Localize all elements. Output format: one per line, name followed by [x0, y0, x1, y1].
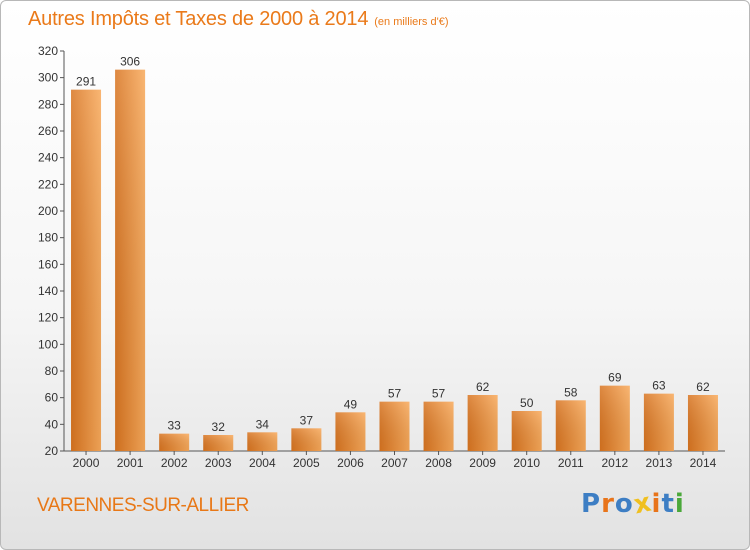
y-tick-label: 260	[38, 124, 58, 138]
y-tick-label: 200	[38, 204, 58, 218]
x-tick-label: 2011	[558, 456, 584, 470]
x-tick-label: 2012	[601, 456, 628, 470]
bar-shade	[687, 395, 718, 451]
y-tick-label: 140	[38, 284, 58, 298]
bar-2013: 63	[643, 379, 674, 451]
bar-shade	[511, 411, 542, 451]
bar-shade	[599, 385, 630, 451]
bar-2011: 58	[555, 385, 586, 451]
bar-shade	[115, 69, 146, 452]
y-tick-label: 240	[38, 151, 58, 165]
bar-2007: 57	[379, 387, 410, 451]
y-tick-label: 180	[38, 231, 58, 245]
bar-2003: 32	[203, 420, 234, 451]
x-tick-label: 2008	[425, 456, 452, 470]
logo-letter: t	[661, 489, 675, 519]
y-tick-label: 160	[38, 257, 58, 271]
bar-shade	[71, 89, 102, 452]
commune-name: VARENNES-SUR-ALLIER	[37, 495, 249, 516]
bar-value-label: 69	[608, 371, 622, 385]
bar-2002: 33	[159, 419, 190, 451]
bar-value-label: 34	[256, 417, 270, 431]
y-tick-label: 40	[45, 417, 59, 431]
bar-2009: 62	[467, 380, 498, 451]
bar-value-label: 58	[564, 385, 578, 399]
x-tick-label: 2010	[513, 456, 540, 470]
x-tick-label: 2007	[381, 456, 408, 470]
bar-shade	[555, 400, 586, 451]
y-tick-label: 20	[45, 444, 59, 458]
x-tick-label: 2006	[337, 456, 364, 470]
logo-letter: P	[581, 489, 602, 519]
logo-letter: i	[651, 489, 662, 519]
bar-2012: 69	[599, 371, 630, 451]
x-tick-label: 2013	[646, 456, 673, 470]
chart-title: Autres Impôts et Taxes de 2000 à 2014	[28, 8, 369, 30]
bar-2010: 50	[511, 396, 542, 451]
bar-shade	[159, 433, 190, 451]
x-tick-label: 2005	[293, 456, 320, 470]
x-tick-label: 2001	[117, 456, 144, 470]
bar-value-label: 37	[300, 413, 314, 427]
x-tick-label: 2004	[249, 456, 276, 470]
bar-2001: 306	[115, 55, 146, 452]
y-tick-label: 300	[38, 71, 58, 85]
y-tick-label: 280	[38, 97, 58, 111]
bar-value-label: 291	[76, 75, 96, 89]
x-tick-label: 2014	[690, 456, 717, 470]
bar-value-label: 63	[652, 379, 666, 393]
bar-shade	[379, 401, 410, 451]
y-tick-label: 80	[45, 364, 59, 378]
bar-value-label: 306	[120, 55, 140, 69]
proxiti-logo: Proxiti	[581, 487, 685, 520]
y-tick-label: 120	[38, 311, 58, 325]
y-tick-label: 60	[45, 391, 59, 405]
bar-value-label: 62	[476, 380, 490, 394]
bar-shade	[291, 428, 322, 451]
bar-value-label: 33	[167, 419, 181, 433]
bar-2014: 62	[687, 380, 718, 451]
x-tick-label: 2002	[161, 456, 188, 470]
logo-letter: o	[614, 489, 634, 519]
bar-2005: 37	[291, 413, 322, 451]
x-tick-label: 2009	[469, 456, 496, 470]
bar-shade	[423, 401, 454, 451]
x-tick-label: 2000	[73, 456, 100, 470]
chart-title-block: Autres Impôts et Taxes de 2000 à 2014 (en…	[28, 8, 448, 31]
bar-series: 291 306 33 32 34 37 49 57 57 62 50 58 69 63 62	[71, 55, 718, 452]
chart-unit-label: (en milliers d'€)	[374, 16, 449, 28]
bar-value-label: 49	[344, 397, 358, 411]
y-tick-label: 220	[38, 177, 58, 191]
bar-shade	[335, 412, 366, 451]
logo-letter: r	[601, 489, 615, 519]
bar-shade	[247, 432, 278, 451]
bar-shade	[467, 395, 498, 451]
x-tick-label: 2003	[205, 456, 232, 470]
bar-shade	[203, 435, 234, 451]
bar-value-label: 32	[212, 420, 226, 434]
y-tick-label: 100	[38, 337, 58, 351]
bar-value-label: 50	[520, 396, 534, 410]
bar-value-label: 57	[388, 387, 402, 401]
logo-letter: i	[674, 489, 685, 519]
bar-2008: 57	[423, 387, 454, 451]
y-tick-label: 320	[38, 44, 58, 58]
bar-2006: 49	[335, 397, 366, 451]
bar-value-label: 62	[696, 380, 710, 394]
bar-value-label: 57	[432, 387, 446, 401]
bar-shade	[643, 393, 674, 451]
bar-2000: 291	[71, 75, 102, 452]
bar-2004: 34	[247, 417, 278, 451]
